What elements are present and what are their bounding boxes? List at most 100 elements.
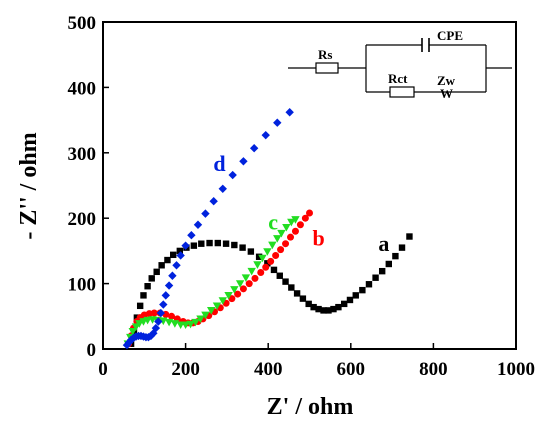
series-c-point <box>164 318 174 327</box>
x-tick-label: 800 <box>419 359 448 380</box>
series-c-point <box>196 315 205 324</box>
series-d-point <box>261 130 270 140</box>
series-a-point <box>164 256 171 264</box>
series-a-point <box>320 307 327 314</box>
series-a-point <box>282 278 289 285</box>
rs-resistor <box>315 62 339 74</box>
series-c-point <box>170 320 180 328</box>
series-a-point <box>247 248 255 255</box>
series-a-point <box>148 275 155 282</box>
circuit-label-zw: Zw <box>437 73 456 88</box>
series-b-point <box>282 240 290 248</box>
series-d-point <box>154 317 163 326</box>
series-d-point <box>228 170 237 180</box>
series-a-point <box>335 303 342 311</box>
series-a-point <box>140 292 147 299</box>
series-d-point <box>159 300 168 309</box>
series-b-point <box>168 312 176 320</box>
series-c-point <box>143 316 152 325</box>
series-c-point <box>128 327 137 336</box>
circuit-label-cpe: CPE <box>437 28 463 43</box>
series-a-point <box>198 240 205 247</box>
series-d-point <box>156 308 166 318</box>
series-a-point <box>325 307 332 314</box>
series-c-point <box>218 297 227 305</box>
series-d-point <box>209 196 218 206</box>
series-d-point <box>193 220 203 229</box>
y-tick-label: 0 <box>87 340 97 361</box>
series-a-point <box>392 252 399 260</box>
series-c-point <box>258 254 267 263</box>
series-b-point <box>257 268 265 276</box>
circuit-label-w: W <box>440 86 453 101</box>
series-a-point <box>385 260 392 268</box>
series-b-point <box>287 233 295 241</box>
series-d-point <box>151 323 161 333</box>
series-b-point <box>291 227 299 235</box>
series-c-point <box>268 241 277 250</box>
series-b-point <box>262 263 270 271</box>
plot-frame <box>102 21 517 350</box>
axis-ticks: 0 200 400 600 800 1000 0 100 200 300 400 500 <box>68 13 536 380</box>
series-c-point <box>191 318 200 327</box>
series-c-point <box>235 280 245 288</box>
series-d-point <box>187 231 196 240</box>
series-a-point <box>299 295 307 302</box>
series-b-point <box>296 221 304 229</box>
series-a-point <box>340 300 348 308</box>
series-b-point <box>277 246 285 254</box>
series-a-point <box>144 283 151 290</box>
series-b-point <box>245 280 253 288</box>
y-tick-label: 100 <box>68 275 97 296</box>
series-a-point <box>239 244 246 251</box>
series-label-c: c <box>268 209 278 234</box>
series-d-point <box>201 209 210 218</box>
circuit-label-rct: Rct <box>388 71 408 86</box>
series-a-point <box>206 239 213 247</box>
series-a-point <box>158 262 165 269</box>
series-a-point <box>330 305 337 313</box>
series-c-point <box>277 229 286 238</box>
series-c-point <box>224 292 233 300</box>
series-a-point <box>305 300 312 308</box>
series-c-point <box>247 267 256 276</box>
circuit-label-rs: Rs <box>318 47 332 62</box>
series-c-point <box>263 248 272 256</box>
series-c-point <box>291 216 300 224</box>
series-a-point <box>398 244 406 251</box>
series-a-point <box>288 284 295 291</box>
series-a-point <box>406 233 413 240</box>
x-tick-label: 200 <box>171 359 200 380</box>
series-a-point <box>365 281 373 288</box>
series-c-point <box>282 223 291 232</box>
x-tick-label: 600 <box>337 359 366 380</box>
series-b-point <box>150 309 158 317</box>
series-c-point <box>230 286 239 294</box>
series-b-point <box>272 251 280 259</box>
x-tick-label: 1000 <box>497 359 535 380</box>
y-tick-label: 200 <box>68 209 97 230</box>
series-c-point <box>253 261 262 269</box>
series-a-point <box>170 251 177 259</box>
series-d-point <box>164 281 174 290</box>
series-a-point <box>378 267 386 275</box>
series-labels: a b c d <box>213 151 389 256</box>
series-a-point <box>264 260 271 267</box>
y-tick-label: 300 <box>68 144 97 165</box>
series-a-point <box>153 268 160 276</box>
series-a-point <box>352 292 359 299</box>
series-label-a: a <box>378 231 389 256</box>
series-a-point <box>222 240 230 247</box>
y-axis-title: - Z'' / ohm <box>16 132 42 239</box>
series-c-point <box>181 321 190 330</box>
series-a-point <box>346 296 354 304</box>
series-b-point <box>306 209 313 217</box>
series-a-point <box>190 242 198 249</box>
series-a-point <box>176 247 184 255</box>
y-tick-label: 400 <box>68 78 97 99</box>
series-d-point <box>181 241 190 250</box>
series-d-point <box>172 261 181 270</box>
series-b-point <box>251 274 259 282</box>
series-a-point <box>359 286 366 294</box>
equivalent-circuit-inset <box>288 38 512 98</box>
